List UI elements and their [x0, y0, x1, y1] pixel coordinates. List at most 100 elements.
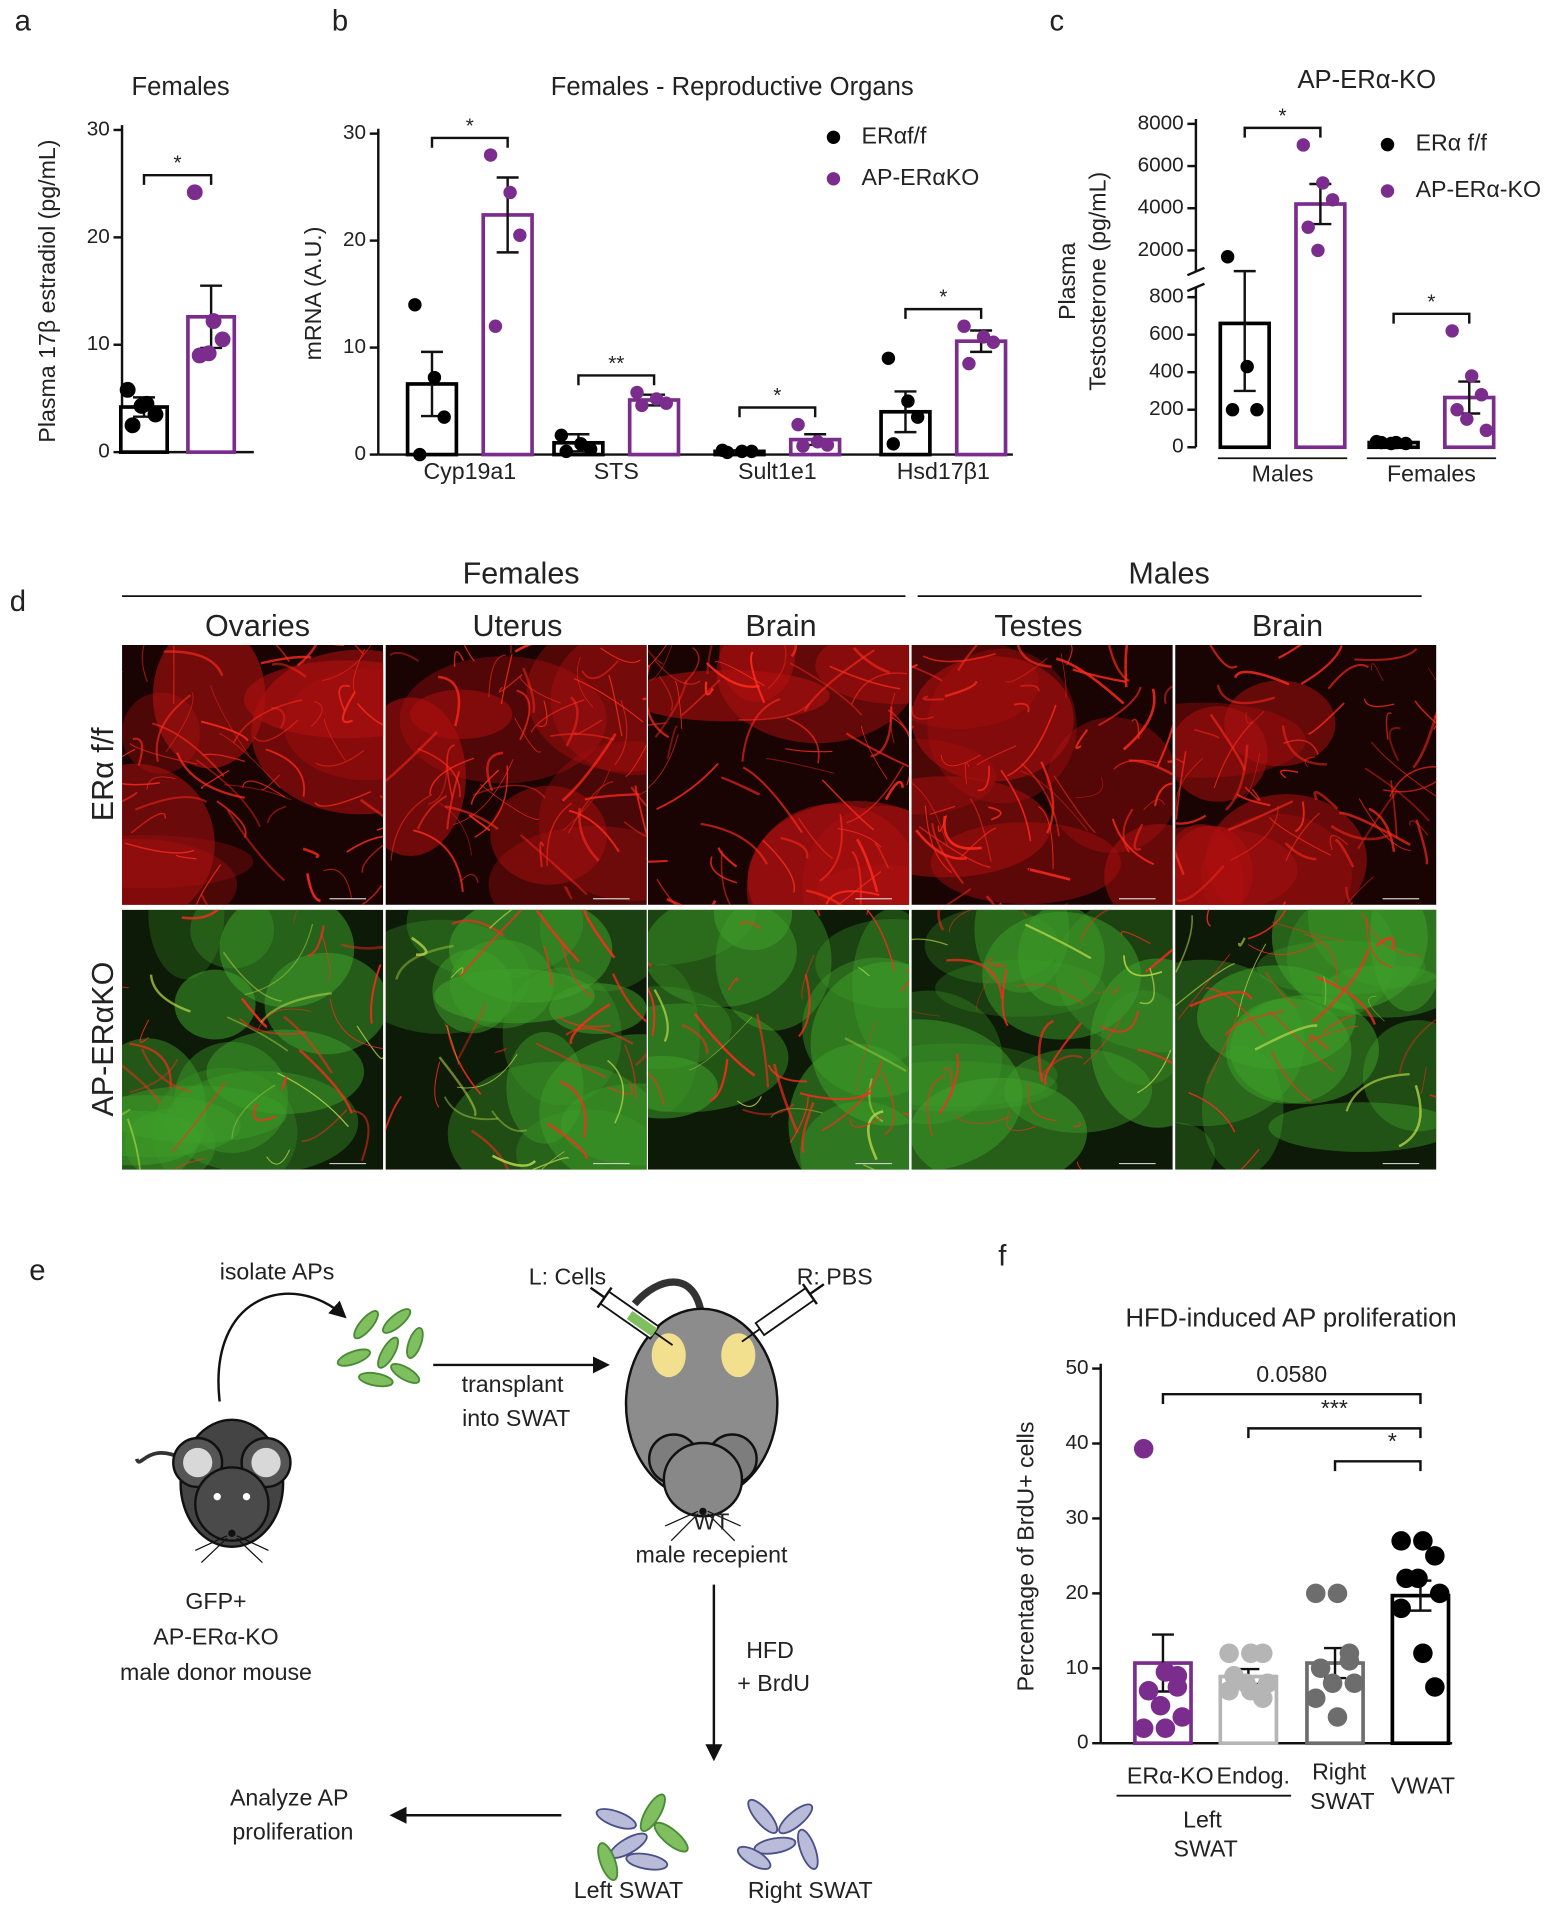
fiber: [219, 732, 281, 789]
fiber: [474, 765, 509, 838]
fiber: [844, 1037, 907, 1073]
fiber: [900, 969, 910, 992]
fiber: [329, 998, 384, 1049]
fiber: [395, 944, 454, 980]
data-point: [133, 398, 150, 414]
y-tick-label: 0: [1172, 435, 1184, 458]
fiber: [884, 780, 905, 801]
diagram-text: Right SWAT: [748, 1877, 873, 1903]
data-point: [1327, 1707, 1348, 1727]
fiber: [1128, 759, 1173, 776]
fiber: [134, 796, 208, 811]
fiber: [1329, 834, 1349, 851]
data-point: [413, 447, 427, 462]
fiber: [929, 805, 956, 815]
fiber: [1079, 974, 1113, 994]
stain: [647, 1055, 718, 1119]
fiber: [681, 679, 721, 717]
fiber: [656, 762, 719, 811]
fiber: [543, 945, 553, 987]
data-point: [200, 345, 217, 362]
data-point: [1391, 1531, 1411, 1551]
data-point: [962, 356, 976, 371]
stain: [526, 644, 647, 772]
fiber: [1327, 663, 1370, 690]
fiber: [902, 1112, 910, 1117]
micrograph: [122, 909, 384, 1170]
fiber: [129, 1042, 172, 1089]
y-tick-label: 30: [343, 121, 366, 144]
stain: [506, 1031, 584, 1144]
fiber: [1037, 1019, 1055, 1083]
fiber: [1209, 713, 1246, 771]
stain: [911, 644, 1040, 729]
sig-label: *: [466, 114, 474, 137]
row-label: AP-ERαKO: [86, 962, 120, 1117]
fiber: [647, 734, 679, 789]
panel-letter: d: [10, 585, 26, 618]
data-point: [1301, 220, 1315, 234]
fiber: [767, 644, 787, 690]
column-label: Ovaries: [205, 609, 310, 643]
fiber: [307, 925, 325, 957]
y-tick-label: 8000: [1138, 111, 1184, 134]
fiber: [693, 1012, 756, 1077]
fiber: [1043, 1022, 1082, 1086]
data-point: [583, 442, 598, 456]
fiber: [1097, 686, 1142, 727]
fiber: [1243, 753, 1261, 798]
fiber: [550, 733, 615, 741]
stain: [924, 909, 1060, 984]
panel-letter: a: [15, 4, 32, 37]
fiber: [370, 964, 382, 1024]
y-tick-label: 20: [1065, 1581, 1088, 1604]
data-point: [124, 417, 141, 434]
fiber: [165, 692, 194, 753]
data-point: [186, 184, 203, 201]
fiber: [1040, 761, 1055, 834]
data-point: [1339, 1651, 1360, 1671]
diagram-text: R: PBS: [797, 1263, 873, 1289]
fiber: [931, 823, 964, 885]
fiber: [176, 752, 245, 799]
fiber: [361, 844, 384, 873]
fiber: [1139, 968, 1155, 1005]
y-tick-label: 2000: [1138, 238, 1184, 261]
fiber: [634, 785, 647, 839]
chart-title: Females - Reproductive Organs: [551, 73, 914, 101]
panel-letter: e: [29, 1254, 45, 1287]
fiber: [1308, 702, 1345, 735]
fiber: [200, 893, 209, 905]
stain: [447, 1061, 647, 1170]
fiber: [583, 909, 616, 959]
data-point: [735, 444, 749, 459]
column-label: Uterus: [472, 609, 562, 643]
fiber: [647, 962, 653, 968]
fiber: [1079, 909, 1111, 942]
fiber: [567, 780, 614, 834]
fiber: [340, 943, 384, 950]
x-tick-label: Sult1e1: [738, 458, 817, 484]
fiber: [976, 961, 1002, 1012]
stain: [647, 1003, 789, 1113]
fiber: [1371, 741, 1437, 798]
diagram-text: HFD: [746, 1637, 794, 1663]
micrograph: [1175, 644, 1437, 905]
fiber: [129, 1058, 179, 1094]
fiber: [266, 805, 287, 824]
data-point: [1240, 359, 1254, 374]
fiber: [821, 1061, 883, 1132]
data-point: [1425, 1677, 1445, 1697]
data-point: [1305, 1688, 1326, 1709]
fiber: [413, 829, 464, 892]
stain: [151, 1067, 298, 1170]
sig-bracket: [577, 374, 656, 386]
fiber: [700, 822, 769, 865]
fiber: [1137, 1049, 1172, 1094]
fiber: [656, 878, 677, 905]
fiber: [1145, 947, 1173, 973]
fiber: [1206, 1015, 1238, 1084]
x-tick-label: Males: [1252, 460, 1314, 486]
stain: [911, 776, 1051, 878]
